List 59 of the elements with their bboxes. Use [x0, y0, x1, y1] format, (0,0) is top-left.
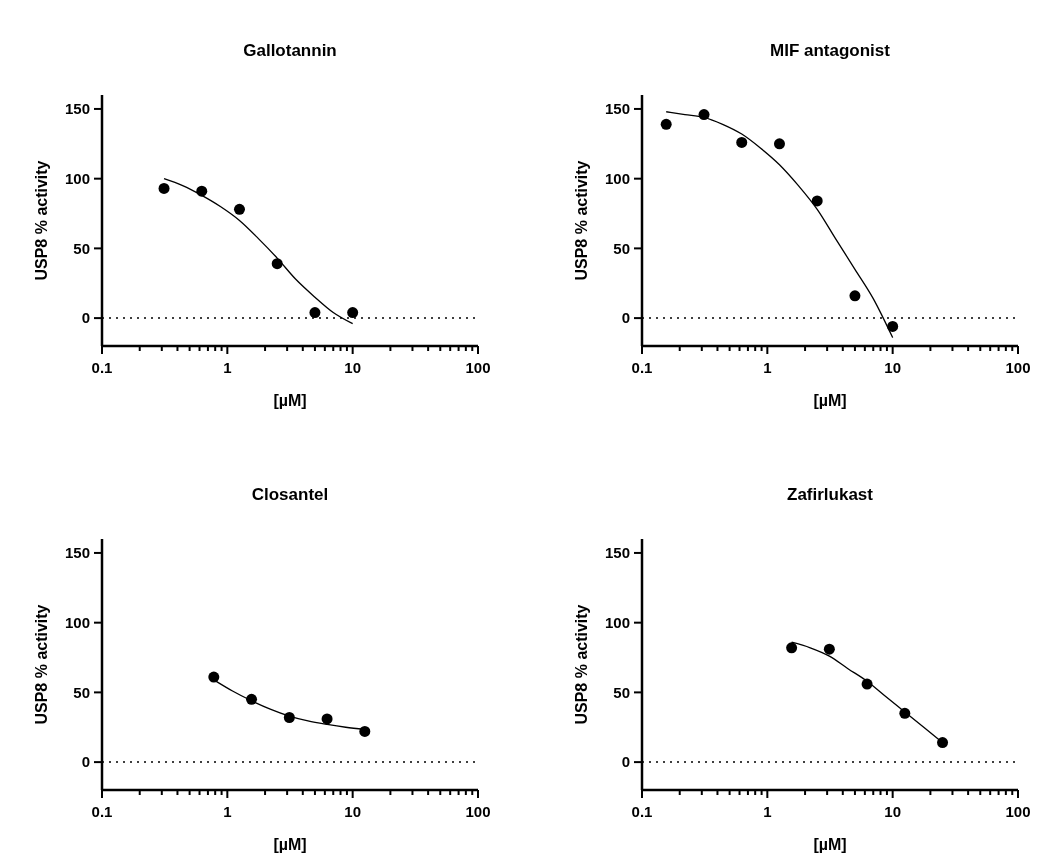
chart-title: MIF antagonist — [770, 41, 891, 60]
y-tick-label: 150 — [604, 544, 630, 562]
x-tick-label: 1 — [763, 359, 772, 376]
x-axis-title: [µM] — [273, 836, 307, 853]
x-tick-label: 10 — [344, 803, 362, 820]
y-tick-label: 0 — [81, 309, 90, 327]
point — [823, 643, 835, 655]
point — [786, 642, 798, 654]
point — [359, 725, 371, 737]
y-tick-label: 50 — [613, 239, 630, 257]
y-tick-label: 0 — [81, 753, 90, 771]
x-tick-label: 0.1 — [91, 359, 113, 376]
x-tick-label: 10 — [884, 359, 902, 376]
point — [347, 307, 359, 319]
x-tick-label: 0.1 — [631, 359, 653, 376]
x-axis-title: [µM] — [813, 836, 847, 853]
y-axis-title: USP8 % activity — [573, 160, 590, 281]
point — [309, 307, 321, 319]
x-tick-label: 100 — [465, 359, 491, 376]
x-tick-label: 10 — [344, 359, 362, 376]
y-tick-label: 50 — [73, 683, 90, 701]
point — [158, 182, 170, 194]
y-tick-label: 150 — [604, 100, 630, 118]
y-tick-label: 150 — [64, 100, 90, 118]
x-axis-title: [µM] — [813, 392, 847, 409]
x-tick-label: 100 — [1005, 803, 1031, 820]
y-tick-label: 100 — [64, 169, 90, 187]
point — [321, 713, 333, 725]
y-tick-label: 0 — [621, 753, 630, 771]
x-axis-title: [µM] — [273, 392, 307, 409]
chart-title: Closantel — [251, 485, 329, 504]
point — [849, 290, 861, 302]
point — [773, 138, 785, 150]
x-tick-label: 0.1 — [91, 803, 113, 820]
point — [208, 671, 220, 683]
y-tick-label: 100 — [64, 613, 90, 631]
y-tick-label: 100 — [604, 613, 630, 631]
y-tick-label: 0 — [621, 309, 630, 327]
x-tick-label: 100 — [465, 803, 491, 820]
y-tick-label: 150 — [64, 544, 90, 562]
x-tick-label: 1 — [223, 803, 232, 820]
point — [233, 203, 245, 215]
point — [660, 118, 672, 130]
y-axis-title: USP8 % activity — [33, 160, 50, 281]
chart-title: Gallotannin — [243, 41, 337, 60]
chart-title: Zafirlukast — [787, 485, 874, 504]
point — [736, 136, 748, 148]
y-axis-title: USP8 % activity — [573, 604, 590, 725]
y-axis-title: USP8 % activity — [33, 604, 50, 725]
y-tick-label: 50 — [613, 683, 630, 701]
x-tick-label: 0.1 — [631, 803, 653, 820]
y-tick-label: 100 — [604, 169, 630, 187]
x-tick-label: 1 — [763, 803, 772, 820]
x-tick-label: 1 — [223, 359, 232, 376]
y-tick-label: 50 — [73, 239, 90, 257]
x-tick-label: 10 — [884, 803, 902, 820]
point — [887, 320, 899, 332]
point — [937, 737, 949, 749]
x-tick-label: 100 — [1005, 359, 1031, 376]
